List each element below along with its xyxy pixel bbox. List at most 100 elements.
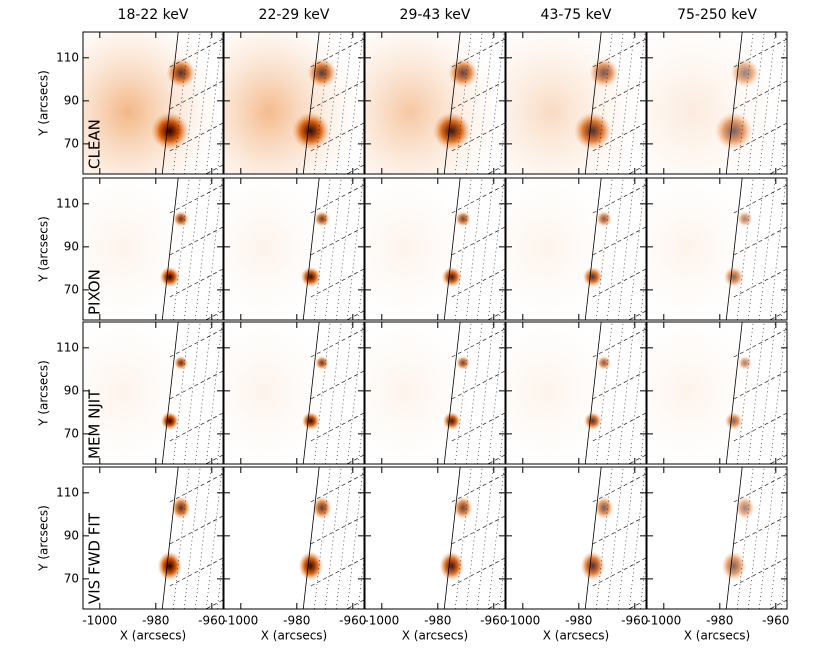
panel-frame <box>646 466 788 610</box>
panel-background <box>224 467 364 609</box>
limb <box>584 467 602 609</box>
parallel <box>310 184 364 214</box>
panel <box>365 467 505 609</box>
panel-frame <box>223 321 365 465</box>
source <box>302 412 320 430</box>
x-axis-label: X (arcsecs) <box>261 629 328 643</box>
y-tick-label: 110 <box>56 196 79 210</box>
parallel <box>592 370 646 400</box>
parallel <box>733 557 787 587</box>
x-tick-label: -960 <box>621 614 648 628</box>
parallel <box>733 226 787 256</box>
source <box>738 356 752 370</box>
source <box>173 211 189 227</box>
panel-frame <box>223 466 365 610</box>
panel-frame <box>223 177 365 321</box>
parallel <box>346 310 364 320</box>
panel-background <box>506 467 646 609</box>
source <box>455 211 471 227</box>
source <box>730 58 760 88</box>
parallel <box>769 164 787 174</box>
parallel <box>205 164 223 174</box>
parallel <box>451 473 505 503</box>
source <box>315 356 329 370</box>
source <box>721 551 746 581</box>
source <box>596 211 612 227</box>
parallel <box>451 328 505 358</box>
panel <box>647 178 808 320</box>
limb <box>725 178 743 320</box>
limb <box>302 467 320 609</box>
parallel <box>733 412 787 442</box>
x-tick-label: -1000 <box>646 614 681 628</box>
panel-frame <box>82 177 224 321</box>
source <box>161 412 179 430</box>
y-tick-label: 110 <box>56 485 79 499</box>
panel-frame <box>364 31 506 175</box>
source <box>456 356 470 370</box>
parallel <box>487 599 505 609</box>
y-tick-label: 90 <box>64 528 79 542</box>
panel <box>83 178 223 320</box>
parallel <box>451 515 505 545</box>
meridian <box>792 178 808 320</box>
y-tick-label: 110 <box>56 50 79 64</box>
limb <box>302 322 320 464</box>
panel <box>647 32 787 174</box>
parallel <box>628 454 646 464</box>
panel <box>506 467 646 609</box>
parallel <box>205 454 223 464</box>
source <box>584 412 602 430</box>
limb <box>584 178 602 320</box>
parallel <box>451 268 505 298</box>
x-tick-label: -980 <box>565 614 592 628</box>
parallel <box>451 122 505 152</box>
parallel <box>487 454 505 464</box>
parallel <box>310 557 364 587</box>
x-tick-label: -960 <box>480 614 507 628</box>
panel-frame <box>646 321 788 465</box>
parallel <box>205 599 223 609</box>
parallel <box>310 515 364 545</box>
panel-frame <box>505 466 647 610</box>
source <box>441 267 462 287</box>
panel <box>83 467 223 609</box>
limb <box>584 32 602 174</box>
panel <box>506 178 646 320</box>
parallel <box>592 226 646 256</box>
source <box>439 551 464 581</box>
source <box>300 267 321 287</box>
parallel <box>592 328 646 358</box>
panel-frame <box>646 177 788 321</box>
limb <box>443 178 461 320</box>
row-label: PIXON <box>86 269 104 315</box>
y-tick-label: 90 <box>64 383 79 397</box>
parallel <box>169 412 223 442</box>
parallel <box>346 164 364 174</box>
panel <box>224 32 364 174</box>
x-tick-label: -980 <box>424 614 451 628</box>
y-tick-label: 70 <box>64 282 79 296</box>
source <box>594 496 614 520</box>
x-axis-label: X (arcsecs) <box>402 629 469 643</box>
y-axis-label: Y (arcsecs) <box>37 505 51 572</box>
parallel <box>169 473 223 503</box>
parallel <box>592 38 646 68</box>
limb <box>443 467 461 609</box>
panel-background <box>83 467 223 609</box>
x-tick-label: -1000 <box>223 614 258 628</box>
source <box>723 267 744 287</box>
panel-frame <box>505 177 647 321</box>
y-tick-label: 90 <box>64 93 79 107</box>
source <box>448 58 478 88</box>
panel-frame <box>364 466 506 610</box>
y-axis-label: Y (arcsecs) <box>37 360 51 427</box>
parallel <box>310 38 364 68</box>
panel <box>365 322 505 464</box>
parallel <box>592 268 646 298</box>
parallel <box>451 370 505 400</box>
panel-frame <box>364 321 506 465</box>
parallel <box>169 38 223 68</box>
source <box>735 496 755 520</box>
source <box>453 496 473 520</box>
